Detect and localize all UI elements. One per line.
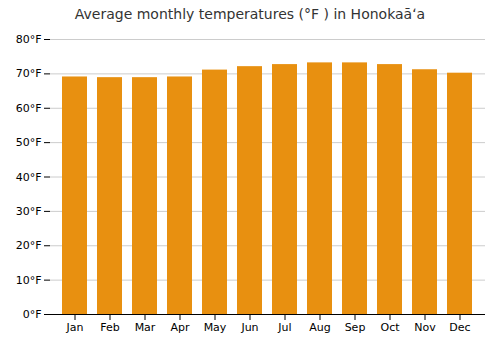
svg-text:30°F: 30°F [16, 205, 42, 218]
svg-text:Sep: Sep [345, 321, 366, 334]
svg-text:Jun: Jun [240, 321, 258, 334]
svg-text:Mar: Mar [135, 321, 156, 334]
svg-text:0°F: 0°F [23, 308, 42, 321]
svg-text:Oct: Oct [380, 321, 400, 334]
svg-text:Jul: Jul [277, 321, 291, 334]
svg-text:70°F: 70°F [16, 67, 42, 80]
svg-text:May: May [204, 321, 227, 334]
svg-text:Dec: Dec [449, 321, 470, 334]
svg-text:10°F: 10°F [16, 274, 42, 287]
svg-text:80°F: 80°F [16, 33, 42, 46]
svg-text:50°F: 50°F [16, 136, 42, 149]
svg-text:Aug: Aug [309, 321, 330, 334]
svg-text:40°F: 40°F [16, 171, 42, 184]
svg-text:Jan: Jan [66, 321, 84, 334]
svg-text:60°F: 60°F [16, 102, 42, 115]
svg-text:Apr: Apr [170, 321, 190, 334]
html-text:Average monthly temperatures (: Average monthly temperatures (°F ) in Ho… [74, 6, 426, 22]
svg-text:20°F: 20°F [16, 239, 42, 252]
svg-text:Feb: Feb [100, 321, 119, 334]
svg-text:Nov: Nov [414, 321, 436, 334]
